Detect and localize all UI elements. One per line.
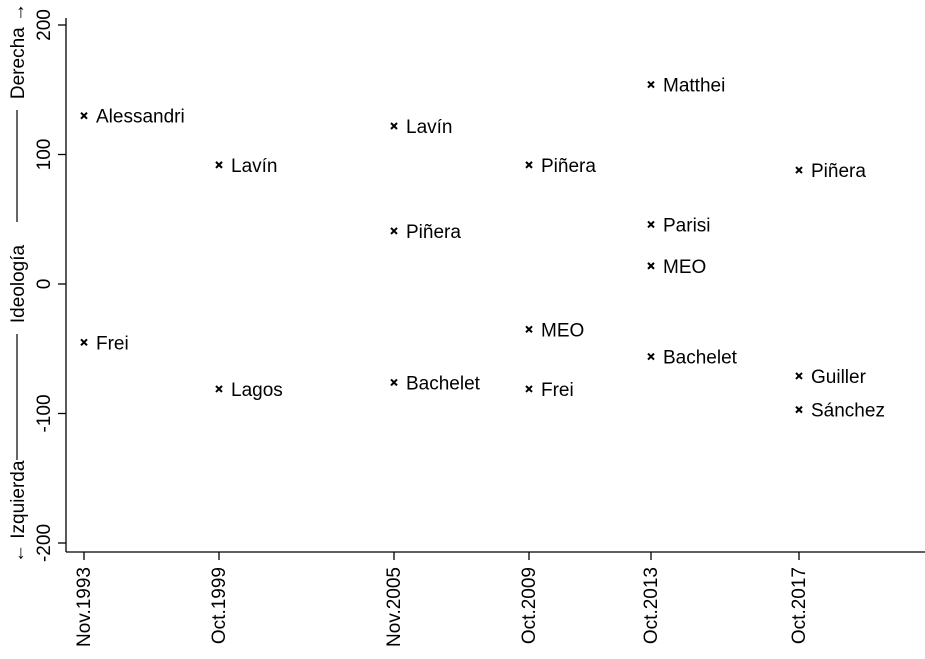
x-tick-label: Oct.1999	[209, 567, 230, 644]
x-tick-label: Nov.2005	[384, 567, 405, 647]
y-tick-label: 100	[34, 139, 55, 171]
point-marker	[390, 378, 398, 387]
point-marker	[525, 385, 533, 393]
data-point: Lagos	[215, 380, 283, 401]
point-marker	[390, 227, 398, 235]
point-label: Piñera	[811, 161, 866, 182]
data-point: Piñera	[390, 222, 461, 243]
point-marker	[795, 166, 803, 174]
data-point: Alessandri	[80, 107, 185, 128]
data-points: Alessandri Frei Lavín Lagos Lavín Piñera Bache…	[80, 76, 885, 422]
point-label: Lagos	[231, 380, 283, 401]
axes	[65, 18, 925, 553]
y-tick-label: 0	[34, 279, 55, 290]
point-label: Alessandri	[96, 107, 185, 128]
point-marker	[80, 111, 88, 120]
point-marker	[795, 405, 803, 414]
data-point: Parisi	[647, 215, 711, 236]
point-label: MEO	[541, 320, 584, 341]
point-label: Matthei	[663, 76, 725, 97]
point-label: Frei	[96, 333, 129, 354]
data-point: Piñera	[525, 156, 596, 177]
point-label: Sánchez	[811, 401, 885, 422]
y-label-lower: ← Izquierda	[8, 460, 29, 563]
point-marker	[390, 122, 398, 130]
point-marker	[647, 220, 655, 229]
x-tick-label: Oct.2009	[519, 567, 540, 644]
point-label: Bachelet	[406, 373, 481, 394]
y-tick-label: 200	[34, 9, 55, 41]
point-marker	[525, 325, 533, 334]
point-label: Piñera	[541, 156, 596, 177]
point-marker	[215, 161, 223, 169]
point-marker	[215, 385, 223, 393]
point-label: MEO	[663, 257, 706, 278]
point-label: Lavín	[231, 156, 277, 177]
y-label-middle: Ideología	[8, 244, 29, 323]
data-point: Piñera	[795, 161, 866, 182]
y-ticks: -200 -100 0 100 200	[34, 9, 66, 562]
point-marker	[80, 338, 88, 346]
data-point: Sánchez	[795, 401, 885, 422]
point-label: Parisi	[663, 215, 711, 236]
point-marker	[525, 161, 533, 169]
y-tick-label: -100	[34, 394, 55, 432]
point-label: Lavín	[406, 117, 452, 138]
point-marker	[647, 262, 655, 270]
data-point: Lavín	[390, 117, 452, 138]
data-point: Guiller	[795, 367, 867, 388]
point-label: Piñera	[406, 222, 461, 243]
x-tick-label: Nov.1993	[74, 567, 95, 647]
point-marker	[647, 352, 655, 361]
data-point: Frei	[80, 333, 129, 354]
point-marker	[795, 372, 803, 380]
y-tick-label: -200	[34, 524, 55, 562]
point-label: Guiller	[811, 367, 867, 388]
point-label: Frei	[541, 380, 574, 401]
data-point: Matthei	[647, 76, 725, 97]
data-point: MEO	[525, 320, 584, 341]
x-tick-label: Oct.2017	[789, 567, 810, 644]
y-axis-label: ← Izquierda Ideología Derecha →	[8, 3, 29, 563]
data-point: MEO	[647, 257, 706, 278]
x-tick-label: Oct.2013	[641, 567, 662, 644]
x-ticks: Nov.1993 Oct.1999 Nov.2005 Oct.2009 Oct.2013…	[74, 552, 810, 647]
data-point: Lavín	[215, 156, 277, 177]
data-point: Frei	[525, 380, 574, 401]
data-point: Bachelet	[647, 348, 738, 369]
point-marker	[647, 80, 655, 89]
y-label-upper: Derecha →	[8, 3, 29, 99]
data-point: Bachelet	[390, 373, 481, 394]
point-label: Bachelet	[663, 348, 738, 369]
